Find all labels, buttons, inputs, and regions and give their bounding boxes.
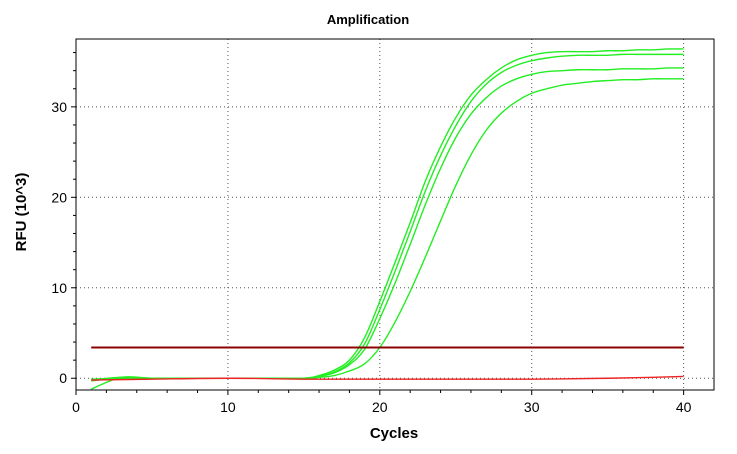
x-tick-label: 40 [676,399,692,415]
y-tick-label: 10 [51,280,67,296]
amplification-curve-4 [90,78,684,390]
y-axis-label: RFU (10^3) [13,173,30,252]
tick-layer: 0 10 20 30 40 0 10 20 30 [51,52,692,415]
y-tick-label: 0 [59,370,67,386]
x-tick-label: 0 [72,399,80,415]
plot-frame [75,38,715,391]
series-layer [90,48,684,390]
x-tick-label: 20 [372,399,388,415]
grid-layer [76,39,714,390]
x-tick-label: 10 [220,399,236,415]
x-tick-label: 30 [524,399,540,415]
amplification-curve-1 [91,48,684,381]
y-tick-label: 20 [51,189,67,205]
x-axis-label: Cycles [370,425,418,442]
amplification-curve-3 [91,67,684,382]
amplification-curve-2 [91,53,684,380]
y-tick-label: 30 [51,99,67,115]
chart-title: Amplification [327,12,409,27]
amplification-curve-5 [91,375,684,381]
